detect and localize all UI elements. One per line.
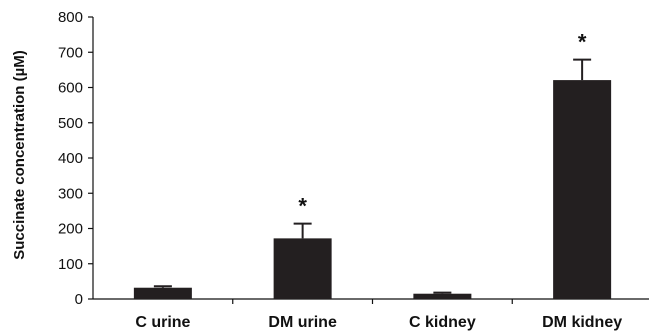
significance-markers: ** bbox=[298, 30, 587, 219]
bar bbox=[553, 80, 612, 299]
y-tick-label: 200 bbox=[58, 221, 83, 238]
category-label: DM urine bbox=[268, 314, 337, 331]
category-labels: C urine DM urine C kidney DM kidney bbox=[135, 314, 622, 331]
y-tick-label: 400 bbox=[58, 150, 83, 167]
category-label: DM kidney bbox=[542, 314, 622, 331]
y-axis-ticks: 0 100 200 300 400 500 600 700 800 bbox=[58, 9, 93, 308]
error-bars bbox=[153, 58, 592, 294]
y-tick-label: 600 bbox=[58, 80, 83, 97]
bar bbox=[133, 287, 192, 299]
y-tick-label: 0 bbox=[75, 291, 83, 308]
error-bar bbox=[293, 222, 312, 239]
y-tick-label: 700 bbox=[58, 44, 83, 61]
y-tick-label: 800 bbox=[58, 9, 83, 26]
error-bar bbox=[153, 285, 172, 288]
significance-asterisk: * bbox=[298, 194, 307, 219]
y-tick-label: 500 bbox=[58, 115, 83, 132]
y-tick-label: 100 bbox=[58, 256, 83, 273]
x-axis-ticks bbox=[232, 299, 513, 304]
y-tick-label: 300 bbox=[58, 185, 83, 202]
y-axis-title: Succinate concentration (µM) bbox=[11, 50, 28, 260]
error-bar bbox=[573, 58, 592, 81]
bars bbox=[133, 80, 612, 299]
category-label: C urine bbox=[135, 314, 190, 331]
significance-asterisk: * bbox=[578, 30, 587, 55]
error-bar bbox=[433, 291, 452, 294]
category-label: C kidney bbox=[409, 314, 476, 331]
bar bbox=[273, 238, 332, 299]
bar bbox=[413, 293, 472, 299]
